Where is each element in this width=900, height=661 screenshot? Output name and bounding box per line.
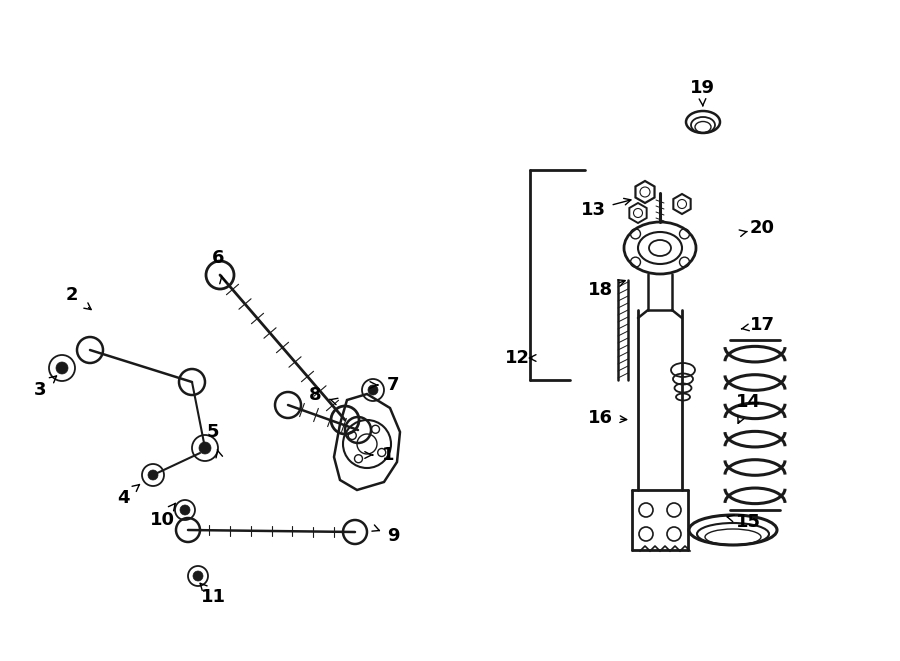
Text: 18: 18	[588, 281, 613, 299]
Text: 15: 15	[735, 513, 760, 531]
Text: 2: 2	[66, 286, 78, 304]
Text: 11: 11	[201, 588, 226, 606]
Text: 4: 4	[117, 489, 130, 507]
Circle shape	[199, 442, 211, 454]
Text: 5: 5	[207, 423, 220, 441]
Text: 3: 3	[34, 381, 46, 399]
Circle shape	[193, 571, 203, 581]
Text: 12: 12	[505, 349, 529, 367]
Circle shape	[148, 470, 158, 480]
Text: 8: 8	[309, 386, 321, 404]
Circle shape	[368, 385, 378, 395]
Text: 7: 7	[387, 376, 400, 394]
Text: 19: 19	[689, 79, 715, 97]
Text: 6: 6	[212, 249, 224, 267]
Text: 13: 13	[580, 201, 606, 219]
Text: 10: 10	[149, 511, 175, 529]
Text: 1: 1	[382, 446, 394, 464]
Text: 14: 14	[735, 393, 760, 411]
Text: 20: 20	[750, 219, 775, 237]
Circle shape	[180, 505, 190, 515]
Text: 9: 9	[387, 527, 400, 545]
Text: 16: 16	[588, 409, 613, 427]
Circle shape	[56, 362, 68, 374]
Text: 17: 17	[750, 316, 775, 334]
